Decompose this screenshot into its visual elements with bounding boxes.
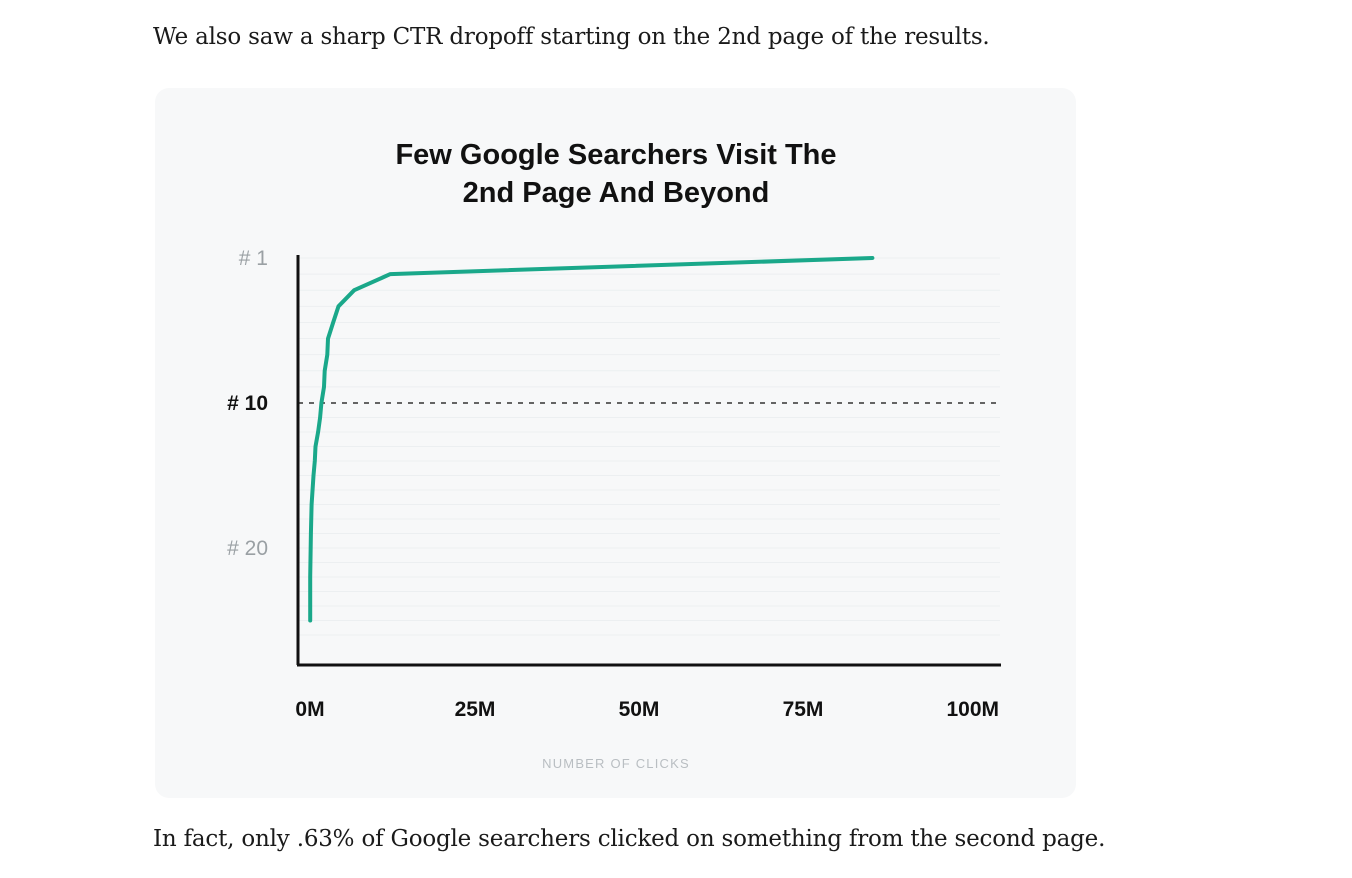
x-axis-label: NUMBER OF CLICKS <box>542 756 690 771</box>
x-tick-label: 25M <box>455 698 496 721</box>
y-tick-label: # 20 <box>227 537 268 560</box>
clicks-by-position-line <box>308 256 875 623</box>
y-tick-label: # 10 <box>227 392 268 415</box>
x-tick-label: 75M <box>783 698 824 721</box>
y-tick-label: # 1 <box>239 247 268 270</box>
paragraph-after-chart: In fact, only .63% of Google searchers c… <box>153 826 1106 852</box>
series-layer <box>308 256 875 623</box>
y-axis-ticks: # 1 # 10 # 20 <box>227 247 268 560</box>
x-tick-label: 0M <box>295 698 324 721</box>
x-axis-ticks: 0M 25M 50M 75M 100M <box>295 698 999 721</box>
chart-title-line-2: 2nd Page And Beyond <box>463 177 770 209</box>
grid <box>298 257 1000 636</box>
chart-title-line-1: Few Google Searchers Visit The <box>395 139 836 171</box>
x-tick-label: 100M <box>946 698 999 721</box>
paragraph-before-chart: We also saw a sharp CTR dropoff starting… <box>153 24 990 50</box>
x-tick-label: 50M <box>619 698 660 721</box>
chart-card <box>155 88 1076 798</box>
